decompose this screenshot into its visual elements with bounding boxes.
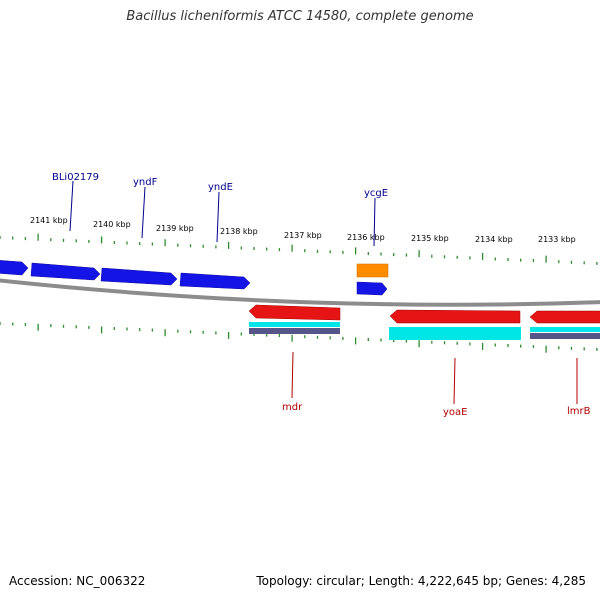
scale-label-2134: 2134 kbp (475, 235, 513, 244)
scale-label-2139: 2139 kbp (156, 224, 194, 233)
cyan-feature (389, 327, 521, 340)
forward-gene (0, 260, 29, 276)
scale-label-2137: 2137 kbp (284, 231, 322, 240)
gene-label-mdr: mdr (282, 402, 303, 413)
upper-scale-ruler (0, 233, 598, 265)
accession-text: Accession: NC_006322 (9, 574, 146, 588)
reverse-gene-mdr (248, 304, 341, 321)
orange-feature (356, 263, 389, 278)
reverse-label-leaders (291, 351, 578, 405)
leader-line (69, 180, 74, 232)
purple-feature (249, 328, 340, 334)
leader-line (141, 186, 146, 239)
forward-gene (100, 267, 178, 286)
gene-label-yoaE: yoaE (443, 407, 467, 418)
leader-line (216, 191, 220, 243)
reverse-gene-lmrB (529, 310, 600, 324)
lower-scale-ruler (0, 322, 598, 353)
leader-line (373, 197, 376, 247)
cyan-feature (249, 322, 340, 327)
purple-feature (530, 333, 600, 339)
gene-label-BLi02179: BLi02179 (52, 172, 99, 183)
gene-label-yndE: yndE (208, 182, 233, 193)
leader-line (291, 351, 294, 399)
reverse-genes (248, 304, 600, 340)
map-title: Bacillus licheniformis ATCC 14580, compl… (126, 9, 474, 24)
forward-genes (0, 260, 389, 296)
gene-label-yndF: yndF (133, 177, 158, 188)
topology-text: Topology: circular; Length: 4,222,645 bp… (256, 574, 586, 588)
gene-label-lmrB: lmrB (567, 406, 591, 417)
scale-label-2133: 2133 kbp (538, 235, 576, 244)
forward-gene (30, 262, 101, 281)
gene-label-ycgE: ycgE (364, 188, 388, 199)
scale-label-2135: 2135 kbp (411, 234, 449, 243)
forward-gene (179, 272, 251, 290)
forward-gene-labels: BLi02179 yndF yndE ycgE (52, 172, 388, 199)
scale-label-2141: 2141 kbp (30, 216, 68, 225)
reverse-gene-yoaE (389, 309, 521, 324)
scale-labels: 2141 kbp 2140 kbp 2139 kbp 2138 kbp 2137… (30, 216, 576, 244)
cyan-feature (530, 327, 600, 332)
leader-line (453, 357, 456, 405)
scale-label-2138: 2138 kbp (220, 227, 258, 236)
scale-label-2140: 2140 kbp (93, 220, 131, 229)
forward-gene (356, 281, 388, 296)
reverse-gene-labels: mdr yoaE lmrB (282, 402, 591, 418)
genome-backbone (0, 278, 600, 307)
forward-label-leaders (69, 180, 376, 247)
scale-label-2136: 2136 kbp (347, 233, 385, 242)
